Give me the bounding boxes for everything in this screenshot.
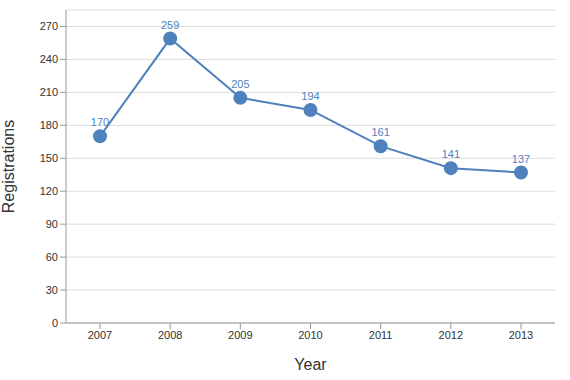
svg-text:137: 137 (512, 153, 530, 165)
svg-text:270: 270 (40, 20, 58, 32)
svg-text:161: 161 (371, 126, 389, 138)
svg-text:0: 0 (52, 317, 58, 329)
svg-text:2012: 2012 (439, 329, 463, 341)
svg-text:2013: 2013 (509, 329, 533, 341)
svg-text:240: 240 (40, 53, 58, 65)
svg-text:210: 210 (40, 86, 58, 98)
svg-text:120: 120 (40, 185, 58, 197)
svg-text:180: 180 (40, 119, 58, 131)
svg-text:205: 205 (231, 78, 249, 90)
svg-text:2010: 2010 (298, 329, 322, 341)
svg-text:2007: 2007 (88, 329, 112, 341)
svg-text:170: 170 (91, 116, 109, 128)
svg-text:141: 141 (442, 148, 460, 160)
svg-text:Year: Year (294, 356, 327, 373)
svg-text:259: 259 (161, 19, 179, 31)
svg-text:2011: 2011 (369, 329, 393, 341)
svg-text:30: 30 (46, 284, 58, 296)
svg-text:2008: 2008 (158, 329, 182, 341)
svg-text:2009: 2009 (228, 329, 252, 341)
svg-text:90: 90 (46, 218, 58, 230)
svg-text:Registrations: Registrations (8, 120, 17, 213)
svg-text:60: 60 (46, 251, 58, 263)
svg-text:194: 194 (301, 90, 319, 102)
svg-text:150: 150 (40, 152, 58, 164)
